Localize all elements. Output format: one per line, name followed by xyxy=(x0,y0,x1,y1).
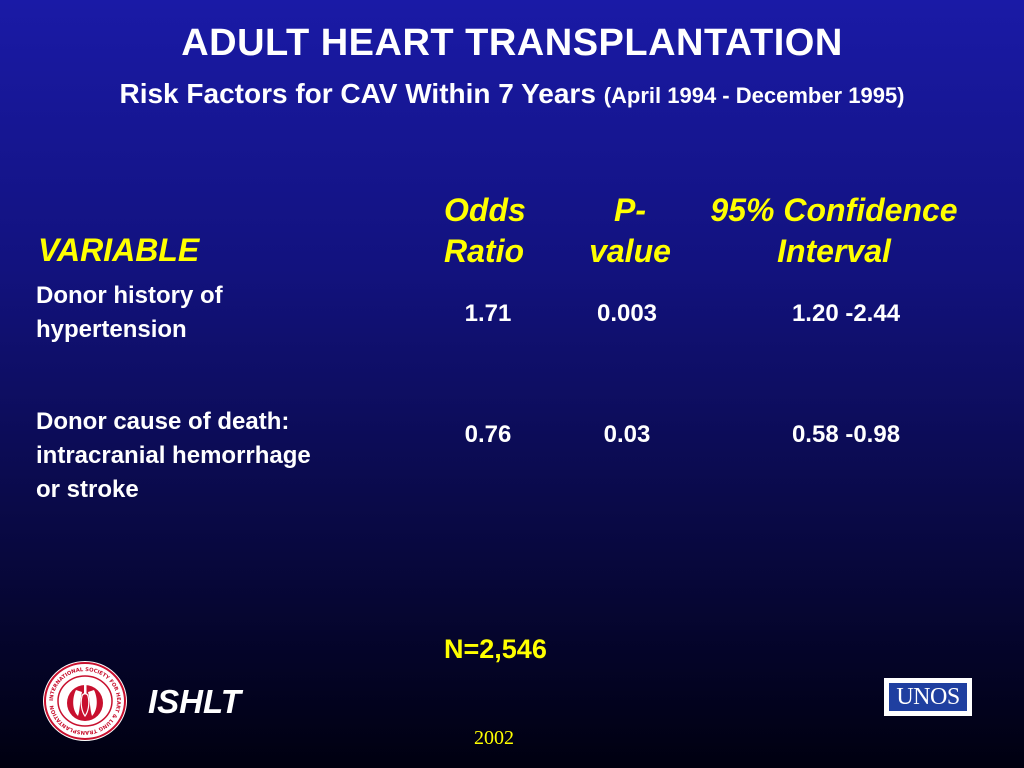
header-odds-ratio: Odds Ratio xyxy=(444,190,526,272)
header-p-value-line1: P- xyxy=(614,192,646,228)
header-ci-line1: 95% Confidence xyxy=(710,192,958,228)
subtitle-period: (April 1994 - December 1995) xyxy=(603,83,905,108)
header-p-value-line2: value xyxy=(589,233,671,269)
header-odds-ratio-line1: Odds xyxy=(444,192,526,228)
row-2-variable: Donor cause of death: intracranial hemor… xyxy=(36,405,311,507)
subtitle-main: Risk Factors for CAV Within 7 Years xyxy=(119,78,596,109)
sample-size-label: N=2,546 xyxy=(444,634,547,664)
ishlt-label: ISHLT xyxy=(148,683,241,720)
row-2-p-value: 0.03 xyxy=(603,421,651,448)
row-1-ci: 1.20 -2.44 xyxy=(791,300,901,327)
row-1-variable: Donor history of hypertension xyxy=(36,279,223,347)
slide-title: ADULT HEART TRANSPLANTATION xyxy=(181,22,843,64)
row-1-variable-line1: Donor history of xyxy=(36,282,223,309)
header-variable: VARIABLE xyxy=(38,232,200,268)
row-1-p-value: 0.003 xyxy=(596,300,658,327)
header-confidence-interval: 95% Confidence Interval xyxy=(684,190,984,272)
row-2-ci: 0.58 -0.98 xyxy=(791,421,901,448)
ishlt-seal-icon: INTERNATIONAL SOCIETY FOR HEART & LUNG T… xyxy=(42,660,128,742)
header-ci-line2: Interval xyxy=(777,233,891,269)
row-1-odds-ratio: 1.71 xyxy=(464,300,512,327)
row-2-variable-line1: Donor cause of death: xyxy=(36,408,290,435)
header-p-value: P- value xyxy=(578,190,682,272)
row-2-odds-ratio: 0.76 xyxy=(464,421,512,448)
header-odds-ratio-line2: Ratio xyxy=(444,233,524,269)
row-2-variable-line2: intracranial hemorrhage xyxy=(36,442,311,469)
slide-subtitle: Risk Factors for CAV Within 7 Years (Apr… xyxy=(0,78,1024,110)
row-1-variable-line2: hypertension xyxy=(36,316,187,343)
unos-logo-text: UNOS xyxy=(889,683,967,711)
unos-logo-icon: UNOS xyxy=(884,678,972,716)
row-2-variable-line3: or stroke xyxy=(36,476,139,503)
year-label: 2002 xyxy=(474,727,514,749)
